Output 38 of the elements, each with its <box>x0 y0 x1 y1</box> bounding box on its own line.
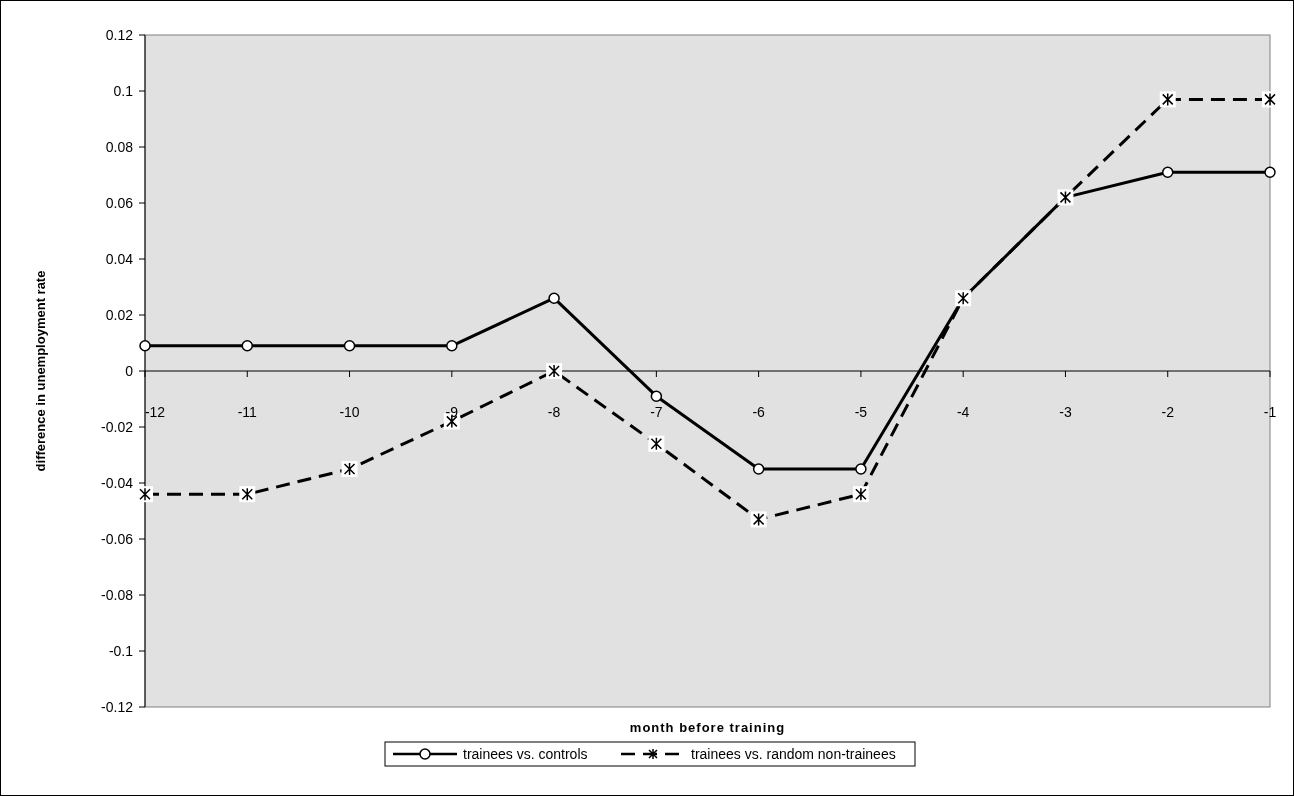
y-tick-label: -0.06 <box>101 530 134 547</box>
x-tick-label: -9 <box>445 404 459 420</box>
y-tick-label: 0.06 <box>105 194 134 211</box>
x-tick-label: -3 <box>1059 404 1072 420</box>
y-tick-label: -0.02 <box>101 418 134 435</box>
x-tick-label: -2 <box>1161 404 1175 420</box>
x-tick-label: -8 <box>547 404 561 420</box>
point <box>343 340 356 352</box>
point <box>752 463 765 475</box>
y-axis-title: difference in unemployment rate <box>33 270 48 472</box>
legend-label: trainees vs. controls <box>463 746 588 762</box>
y-tick-label: 0.08 <box>105 138 134 155</box>
x-tick-label: -11 <box>237 404 258 420</box>
y-tick-label: -0.08 <box>101 586 134 603</box>
point <box>1264 166 1276 178</box>
y-tick-label: -0.1 <box>108 642 134 659</box>
x-tick-label: -4 <box>956 404 970 420</box>
legend-label: trainees vs. random non-trainees <box>691 746 896 762</box>
y-tick-label: -0.04 <box>101 474 134 491</box>
y-tick-label: 0.1 <box>113 82 134 99</box>
y-tick-label: 0 <box>125 362 134 379</box>
x-tick-label: -1 <box>1263 404 1277 420</box>
x-tick-label: -5 <box>854 404 868 420</box>
y-tick-label: 0.02 <box>105 306 134 323</box>
point <box>139 340 151 352</box>
point <box>446 340 458 352</box>
y-tick-label: 0.04 <box>105 250 134 267</box>
point <box>241 340 254 352</box>
point <box>650 390 663 402</box>
x-tick-label: -7 <box>650 404 663 420</box>
point <box>548 292 560 304</box>
y-tick-label: 0.12 <box>105 26 134 43</box>
y-tick-label: -0.12 <box>101 698 134 715</box>
point <box>855 463 867 475</box>
x-tick-label: -10 <box>339 404 360 420</box>
x-axis-title: month before training <box>629 720 786 735</box>
x-tick-label: -6 <box>752 404 766 420</box>
point <box>1161 166 1174 178</box>
